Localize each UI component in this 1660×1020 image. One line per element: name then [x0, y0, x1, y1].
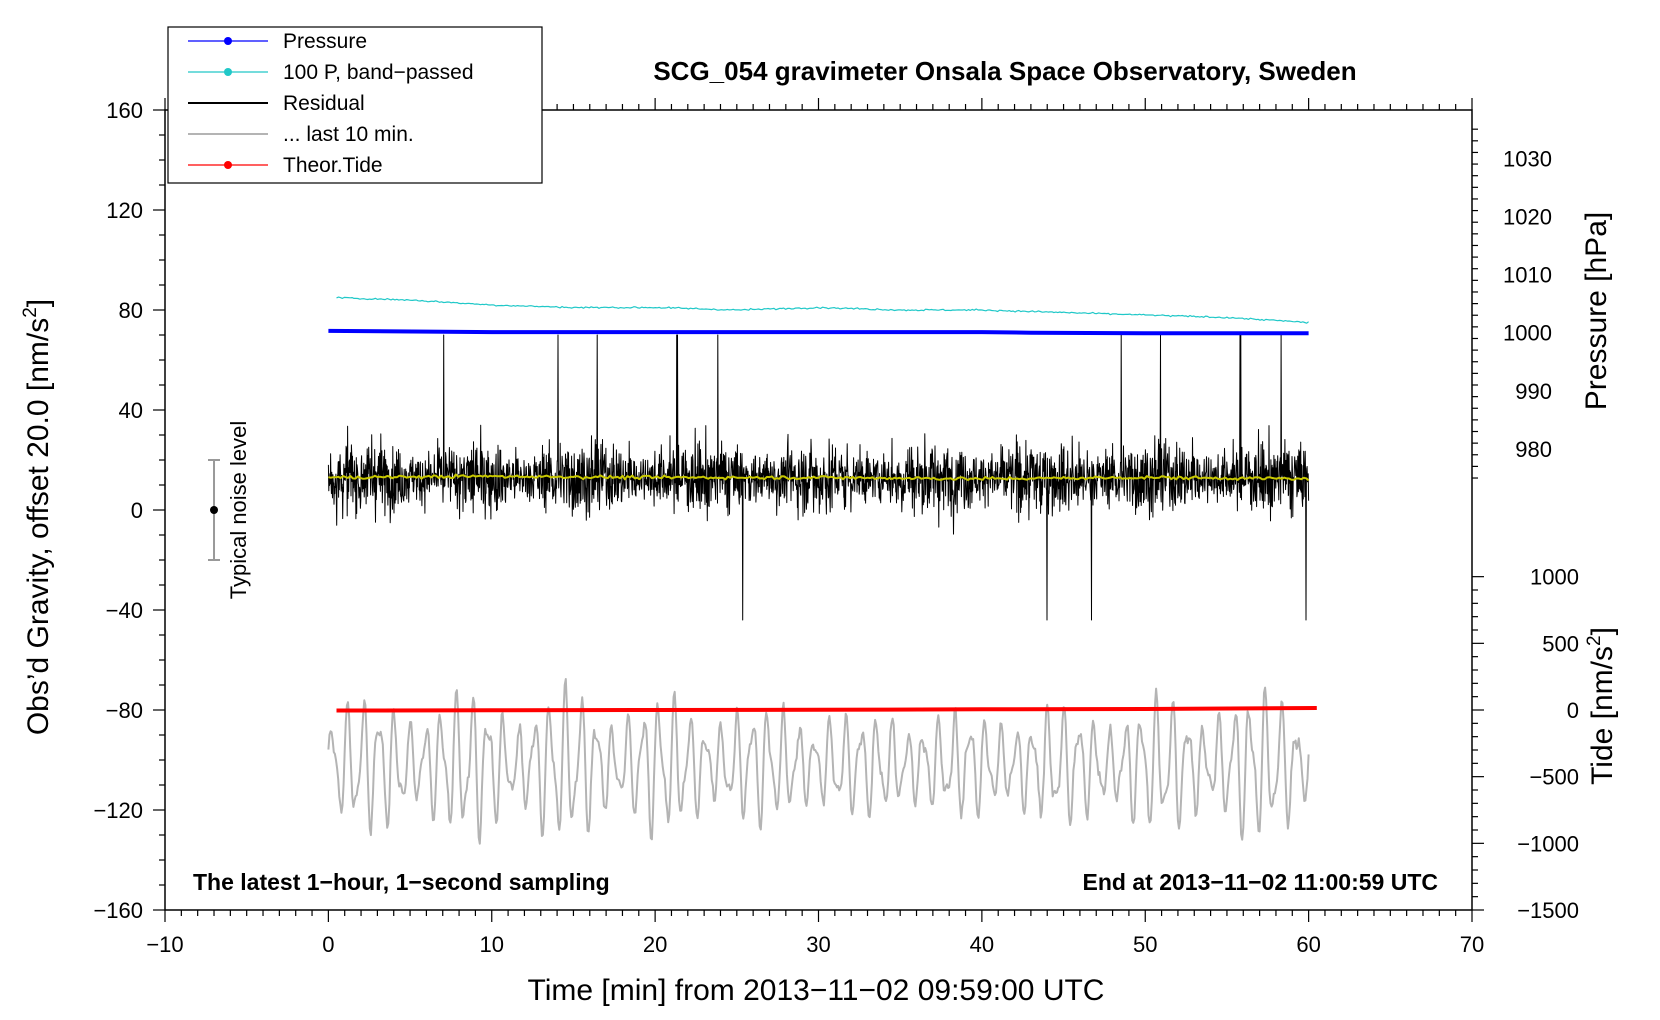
y-axis-title-pressure: Pressure [hPa]	[1580, 212, 1613, 410]
tide-tick-label: −1000	[1517, 831, 1579, 856]
x-tick-label: 50	[1133, 932, 1157, 957]
series-layer	[327, 296, 1317, 845]
x-axis-title: Time [min] from 2013−11−02 09:59:00 UTC	[528, 974, 1105, 1007]
series-pressure	[328, 328, 1309, 336]
legend-box	[167, 26, 543, 184]
annotation-end-time: End at 2013−11−02 11:00:59 UTC	[1083, 869, 1438, 895]
y-tick-label: −160	[93, 898, 143, 923]
y-tick-label: −120	[93, 798, 143, 823]
x-tick-label: −10	[146, 932, 183, 957]
legend-label: 100 P, band−passed	[283, 61, 474, 84]
y-axis-title-tide-main: Tide [nm/s	[1586, 646, 1619, 785]
x-tick-label: 20	[643, 932, 667, 957]
pressure-tick-label: 1020	[1503, 204, 1552, 229]
series-theoretical-tide	[336, 706, 1317, 713]
legend-label: Pressure	[283, 30, 367, 53]
y-axis-title-tide-sup: 2	[1584, 635, 1605, 646]
noise-level-indicator	[208, 459, 221, 561]
series-residual-mean	[328, 473, 1310, 482]
pressure-tick-label: 1000	[1503, 321, 1552, 346]
pressure-tick-label: 1030	[1503, 146, 1552, 171]
noise-level-label: Typical noise level	[226, 421, 251, 600]
x-tick-label: 30	[806, 932, 830, 957]
legend-label: Theor.Tide	[283, 154, 383, 177]
tide-tick-label: −1500	[1517, 898, 1579, 923]
tide-tick-label: 1000	[1530, 565, 1579, 590]
series-last-10-min	[327, 678, 1310, 845]
x-tick-label: 60	[1296, 932, 1320, 957]
y-tick-label: −40	[106, 598, 143, 623]
legend-marker	[224, 68, 232, 76]
y-axis-title-gravity-sup: 2	[20, 307, 41, 318]
series-pressure-band-passed	[336, 296, 1309, 324]
tide-tick-label: 500	[1542, 631, 1579, 656]
y-tick-label: 120	[106, 198, 143, 223]
pressure-tick-label: 990	[1515, 379, 1552, 404]
x-tick-label: 70	[1460, 932, 1484, 957]
chart-title: SCG_054 gravimeter Onsala Space Observat…	[653, 56, 1356, 86]
y-tick-label: 40	[119, 398, 143, 423]
y-axis-title-tide-end: ]	[1586, 627, 1619, 635]
noise-bar-center-dot	[210, 506, 219, 514]
y-axis-title-gravity-main: Obs’d Gravity, offset 20.0 [nm/s	[22, 318, 55, 735]
legend-marker	[224, 161, 232, 169]
x-tick-label: 40	[970, 932, 994, 957]
y-tick-label: −80	[106, 698, 143, 723]
pressure-tick-label: 1010	[1503, 263, 1552, 288]
y-tick-label: 80	[119, 298, 143, 323]
y-axis-title-tide: Tide [nm/s2]	[1584, 627, 1619, 785]
y-tick-label: 0	[131, 498, 143, 523]
x-tick-label: 0	[322, 932, 334, 957]
tide-tick-label: −500	[1529, 765, 1579, 790]
legend-label: ... last 10 min.	[283, 123, 414, 146]
series-residual	[327, 334, 1310, 621]
y-axis-title-gravity-end: ]	[22, 299, 55, 307]
y-tick-label: 160	[106, 98, 143, 123]
axes-layer: −10 0 10 20 30 40 50 60 7016012080400−40−80−120−…	[93, 98, 1579, 957]
annotation-sampling: The latest 1−hour, 1−second sampling	[193, 869, 610, 895]
y-axis-title-gravity: Obs’d Gravity, offset 20.0 [nm/s2]	[20, 299, 55, 735]
legend-marker	[224, 37, 232, 45]
x-tick-label: 10	[480, 932, 504, 957]
legend-label: Residual	[283, 92, 365, 115]
tide-tick-label: 0	[1567, 698, 1579, 723]
legend: Pressure 100 P, band−passed Residual ... la…	[167, 26, 543, 184]
pressure-tick-label: 980	[1515, 437, 1552, 462]
